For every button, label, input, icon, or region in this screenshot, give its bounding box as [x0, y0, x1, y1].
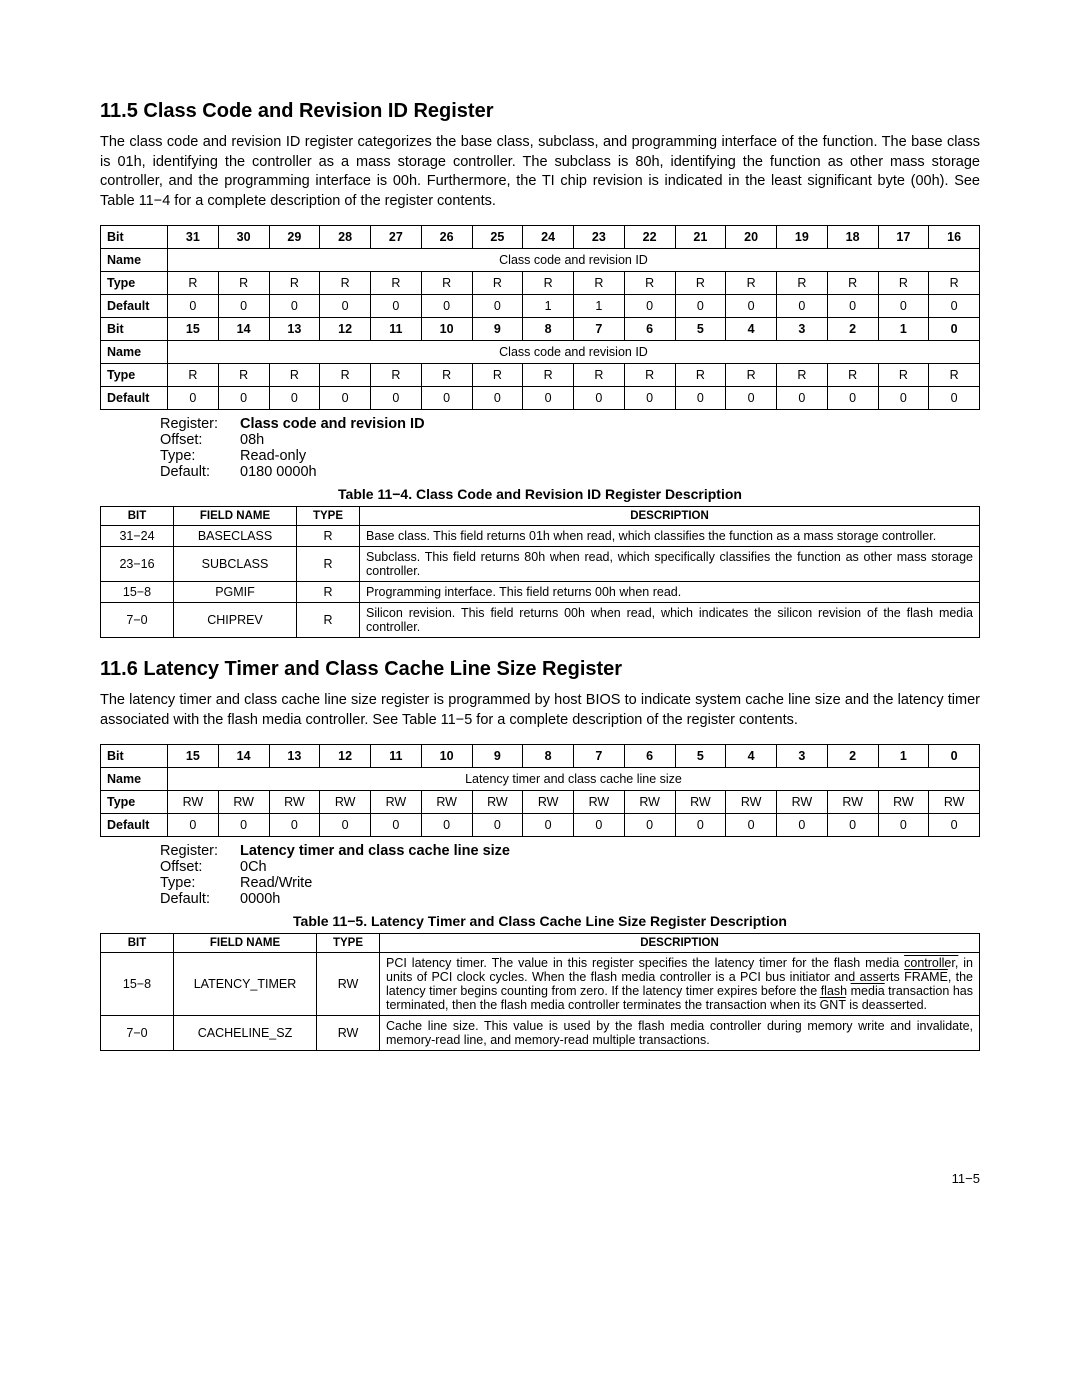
table-row: Type RWRWRWRWRWRWRWRWRWRWRWRWRWRWRWRW [101, 791, 980, 814]
table-row: 15−8PGMIFRProgramming interface. This fi… [101, 582, 980, 603]
table-row: Default 0000000110000000 [101, 295, 980, 318]
page-number: 11−5 [100, 1171, 980, 1186]
table-row: 7−0CHIPREVRSilicon revision. This field … [101, 603, 980, 638]
section-heading: 11.6 Latency Timer and Class Cache Line … [100, 658, 980, 681]
table-row: Type RRRRRRRRRRRRRRRR [101, 364, 980, 387]
table-caption: Table 11−4. Class Code and Revision ID R… [100, 486, 980, 502]
bitmap-table-s2: Bit 1514131211109876543210 Name Latency … [100, 744, 980, 837]
table-row: Bit 1514131211109876543210 [101, 318, 980, 341]
table-caption: Table 11−5. Latency Timer and Class Cach… [100, 913, 980, 929]
table-row: Type RRRRRRRRRRRRRRRR [101, 272, 980, 295]
description-table-s1: BIT FIELD NAME TYPE DESCRIPTION 31−24BAS… [100, 506, 980, 638]
table-row: 23−16SUBCLASSRSubclass. This field retur… [101, 547, 980, 582]
table-row: Name Class code and revision ID [101, 249, 980, 272]
table-row: Default 0000000000000000 [101, 387, 980, 410]
table-row: 15−8LATENCY_TIMERRWPCI latency timer. Th… [101, 953, 980, 1016]
section-paragraph: The latency timer and class cache line s… [100, 691, 980, 730]
section-heading: 11.5 Class Code and Revision ID Register [100, 100, 980, 123]
register-info-s1: Register:Class code and revision ID Offs… [160, 416, 980, 480]
table-row: Name Latency timer and class cache line … [101, 768, 980, 791]
table-row: Name Class code and revision ID [101, 341, 980, 364]
section-paragraph: The class code and revision ID register … [100, 133, 980, 211]
table-row: 31−24BASECLASSRBase class. This field re… [101, 526, 980, 547]
table-row: Bit 1514131211109876543210 [101, 745, 980, 768]
bitmap-table-s1: Bit 31302928272625242322212019181716 Nam… [100, 225, 980, 410]
register-info-s2: Register:Latency timer and class cache l… [160, 843, 980, 907]
table-row: Bit 31302928272625242322212019181716 [101, 226, 980, 249]
table-row: Default 0000000000000000 [101, 814, 980, 837]
table-row: 7−0CACHELINE_SZRWCache line size. This v… [101, 1016, 980, 1051]
description-table-s2: BIT FIELD NAME TYPE DESCRIPTION 15−8LATE… [100, 933, 980, 1051]
